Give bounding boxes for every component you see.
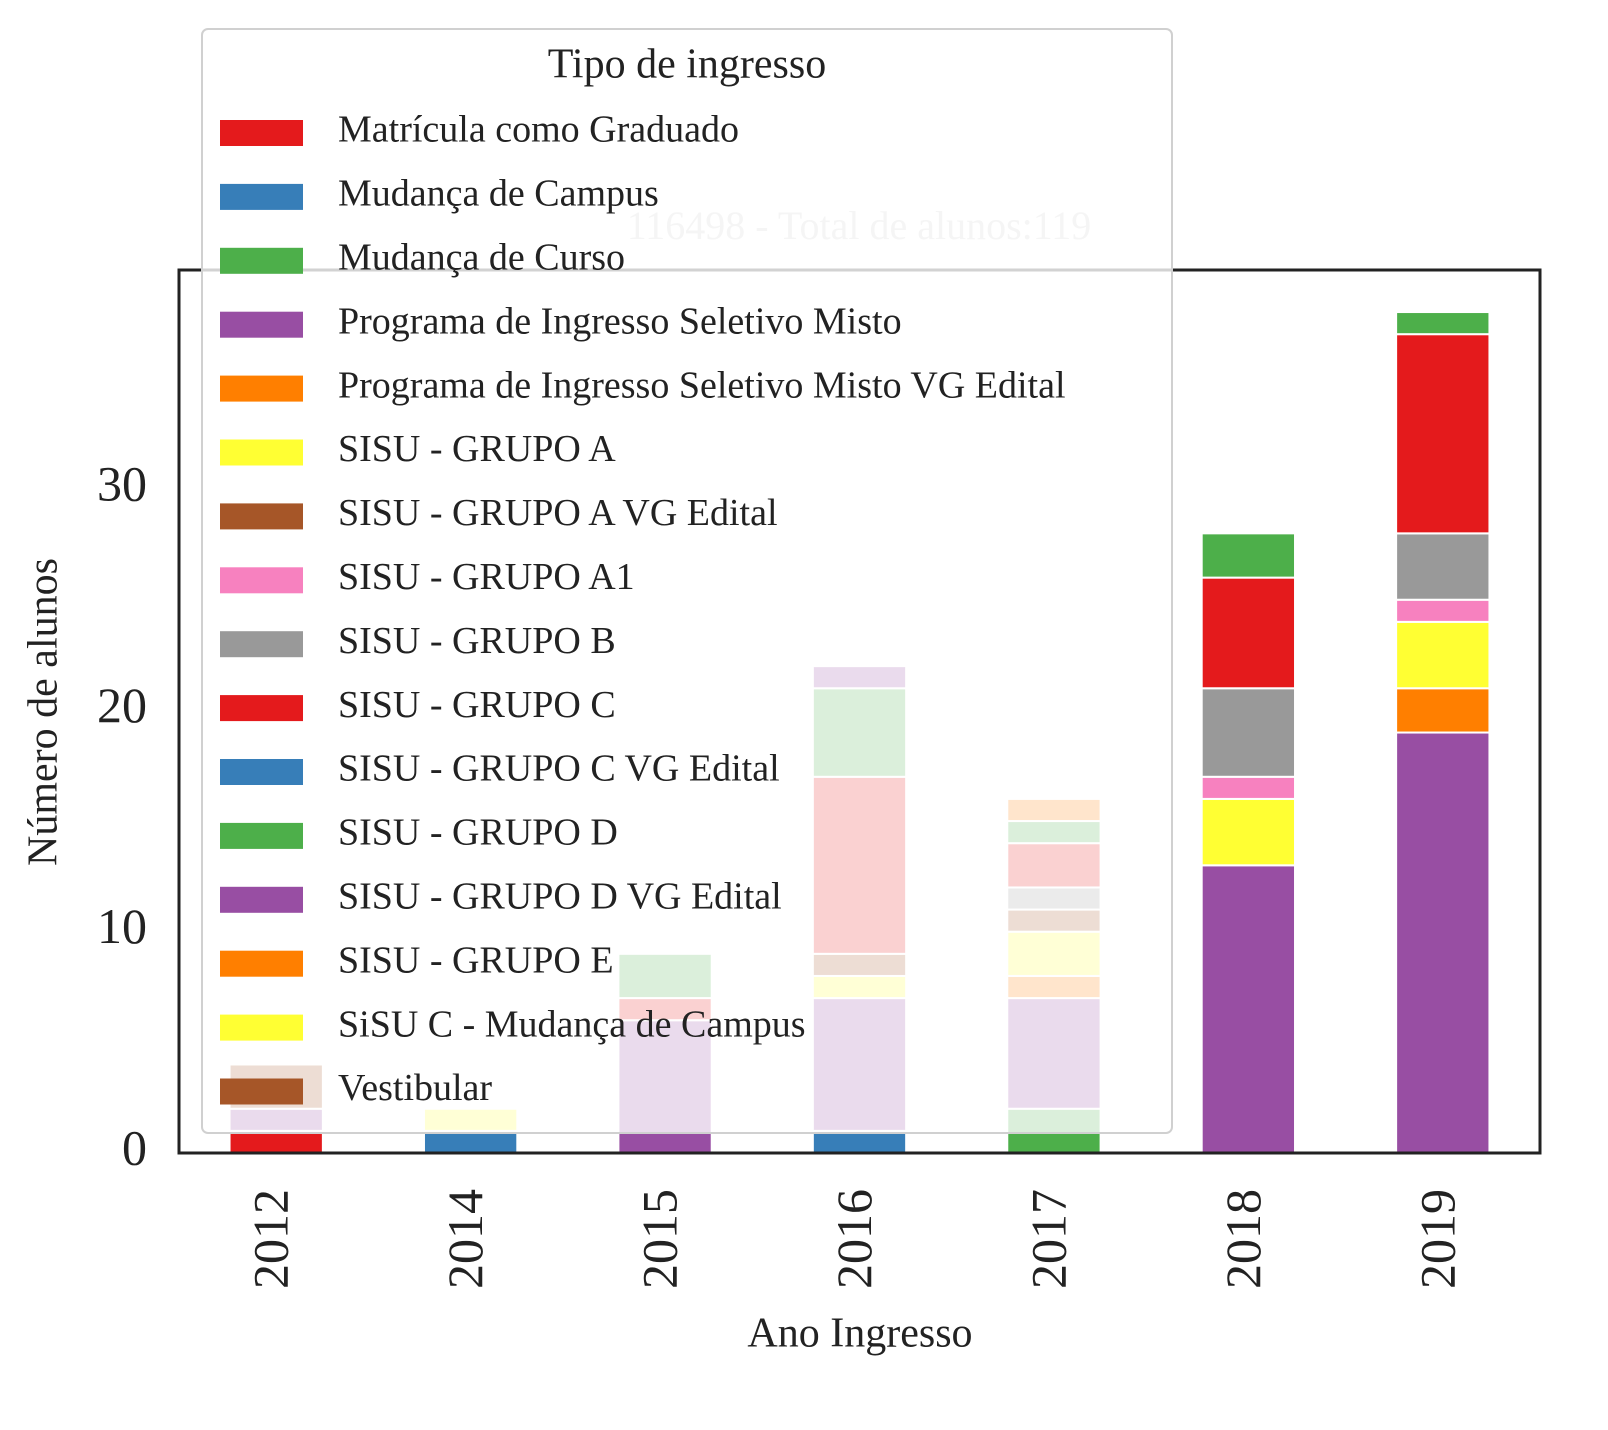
legend-swatch — [220, 375, 303, 402]
legend-swatch — [220, 311, 303, 338]
bar-segment — [1395, 333, 1491, 535]
legend-swatch — [220, 1014, 303, 1041]
legend-swatch — [220, 439, 303, 466]
legend-title: Tipo de ingresso — [548, 42, 826, 88]
bar-segment — [1395, 620, 1491, 690]
x-tick-label: 2016 — [826, 1189, 882, 1289]
legend-box — [201, 28, 1173, 1134]
legend-label: SISU - GRUPO A1 — [338, 556, 635, 598]
legend-label: SISU - GRUPO C VG Edital — [338, 748, 780, 790]
legend-swatch — [220, 1078, 303, 1105]
bar-segment — [1395, 598, 1491, 623]
y-tick-label: 0 — [122, 1119, 147, 1175]
legend-label: SiSU C - Mudança de Campus — [338, 1003, 806, 1045]
y-tick-label: 30 — [97, 456, 147, 512]
legend-swatch — [220, 183, 303, 210]
legend-label: SISU - GRUPO B — [338, 620, 616, 662]
bar-segment — [1395, 311, 1491, 336]
bar-segment — [422, 1129, 519, 1154]
bar-segment — [1395, 532, 1491, 601]
legend-swatch — [220, 759, 303, 785]
y-tick-label: 10 — [97, 898, 147, 954]
legend-label: Mudança de Curso — [338, 237, 625, 279]
legend-swatch — [220, 567, 303, 594]
legend-label: Programa de Ingresso Seletivo Misto VG E… — [338, 364, 1066, 406]
bar-segment — [1200, 864, 1297, 1155]
x-tick-label: 2014 — [437, 1189, 493, 1289]
legend-label: SISU - GRUPO E — [338, 939, 614, 981]
x-axis-label: Ano Ingresso — [747, 1311, 972, 1357]
legend-swatch — [220, 886, 303, 913]
legend-label: Vestibular — [338, 1067, 492, 1109]
legend-label: SISU - GRUPO A — [338, 428, 616, 470]
legend-swatch — [220, 695, 303, 722]
x-tick-label: 2012 — [243, 1189, 299, 1289]
legend-label: Matrícula como Graduado — [338, 109, 739, 151]
x-tick-label: 2018 — [1215, 1189, 1271, 1289]
y-tick-label: 20 — [97, 677, 147, 733]
bar-segment — [1395, 687, 1491, 734]
legend-label: SISU - GRUPO D VG Edital — [338, 876, 782, 918]
legend-label: SISU - GRUPO A VG Edital — [338, 492, 778, 534]
legend-swatch — [220, 950, 303, 977]
bar-segment — [1200, 576, 1297, 690]
legend: Tipo de ingresso Matrícula como Graduado M… — [201, 28, 1173, 1134]
legend-label: Programa de Ingresso Seletivo Misto — [338, 300, 902, 342]
x-tick-label: 2017 — [1020, 1189, 1076, 1289]
bar-segment — [811, 1129, 908, 1154]
bar-segment — [1200, 532, 1297, 579]
x-tick-label: 2019 — [1409, 1189, 1465, 1289]
legend-swatch — [220, 822, 303, 849]
bar-segment — [1200, 687, 1297, 778]
y-axis-label: Número de alunos — [21, 558, 67, 866]
legend-label: Mudança de Campus — [338, 173, 659, 215]
legend-swatch — [220, 631, 303, 658]
legend-swatch — [220, 120, 303, 146]
bar-segment — [1200, 775, 1297, 800]
bar-segment — [228, 1129, 324, 1154]
bar-segment — [1395, 731, 1491, 1154]
legend-label: SISU - GRUPO C — [338, 684, 616, 726]
x-tick-label: 2015 — [632, 1189, 688, 1289]
legend-label: SISU - GRUPO D — [338, 812, 618, 854]
legend-swatch — [220, 503, 303, 530]
bar-segment — [1200, 797, 1297, 867]
legend-swatch — [220, 247, 303, 274]
